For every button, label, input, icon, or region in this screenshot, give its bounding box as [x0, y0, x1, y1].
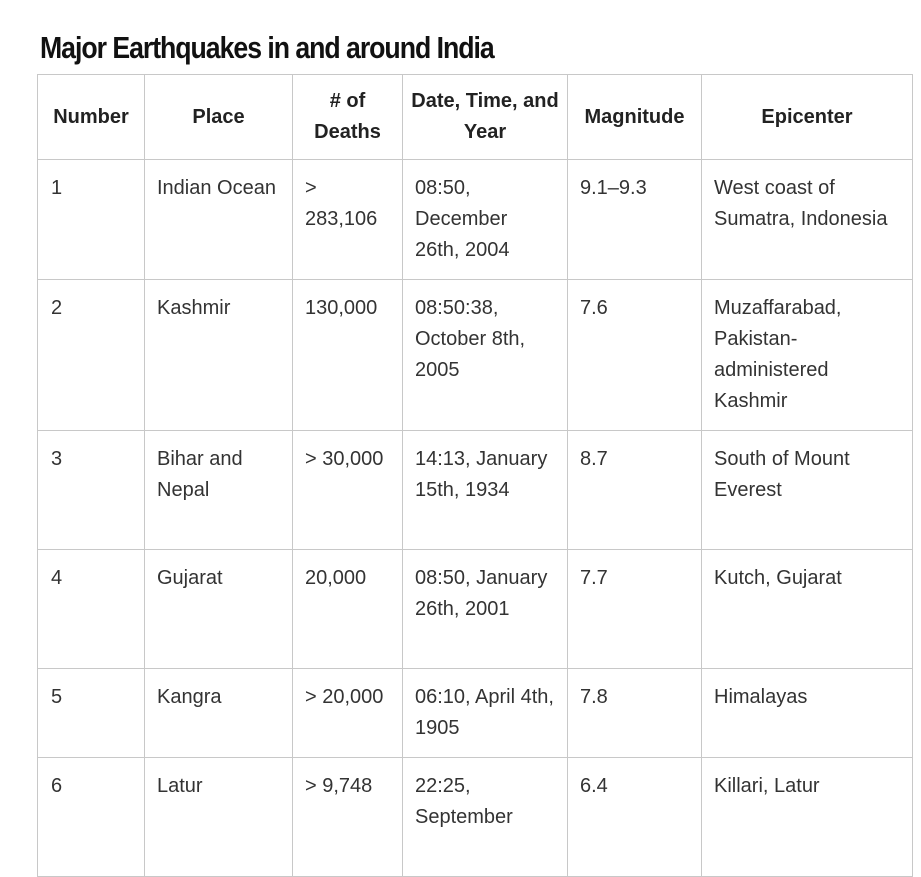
cell-place: Bihar and Nepal [144, 430, 293, 550]
cell-deaths: 130,000 [292, 279, 403, 431]
header-date: Date, Time, and Year [402, 74, 568, 160]
cell-epicenter: Killari, Latur [701, 757, 913, 877]
cell-date: 22:25, September [402, 757, 568, 877]
cell-date: 06:10, April 4th, 1905 [402, 668, 568, 758]
cell-deaths: > 283,106 [292, 159, 403, 280]
cell-magnitude: 7.8 [567, 668, 702, 758]
earthquake-table-container: Number Place # of Deaths Date, Time, and… [37, 74, 913, 877]
table-row: 6 Latur > 9,748 22:25, September 6.4 Kil… [37, 757, 913, 877]
cell-epicenter: Himalayas [701, 668, 913, 758]
cell-epicenter: Muzaffarabad, Pakistan-administered Kash… [701, 279, 913, 431]
cell-magnitude: 6.4 [567, 757, 702, 877]
table-header: Number Place # of Deaths Date, Time, and… [37, 74, 913, 160]
cell-magnitude: 9.1–9.3 [567, 159, 702, 280]
cell-epicenter: West coast of Sumatra, Indonesia [701, 159, 913, 280]
cell-place: Gujarat [144, 549, 293, 669]
cell-place: Kashmir [144, 279, 293, 431]
cell-magnitude: 8.7 [567, 430, 702, 550]
cell-deaths: > 9,748 [292, 757, 403, 877]
table-row: 4 Gujarat 20,000 08:50, January 26th, 20… [37, 549, 913, 669]
cell-magnitude: 7.6 [567, 279, 702, 431]
table-row: 3 Bihar and Nepal > 30,000 14:13, Januar… [37, 430, 913, 550]
cell-deaths: 20,000 [292, 549, 403, 669]
cell-number: 2 [37, 279, 145, 431]
header-place: Place [144, 74, 293, 160]
cell-number: 3 [37, 430, 145, 550]
cell-deaths: > 20,000 [292, 668, 403, 758]
cell-number: 5 [37, 668, 145, 758]
header-number: Number [37, 74, 145, 160]
cell-date: 08:50, December 26th, 2004 [402, 159, 568, 280]
header-deaths: # of Deaths [292, 74, 403, 160]
cell-epicenter: South of Mount Everest [701, 430, 913, 550]
page-title: Major Earthquakes in and around India [40, 30, 495, 65]
cell-number: 1 [37, 159, 145, 280]
cell-number: 6 [37, 757, 145, 877]
table-body: 1 Indian Ocean > 283,106 08:50, December… [37, 159, 913, 877]
cell-deaths: > 30,000 [292, 430, 403, 550]
header-epicenter: Epicenter [701, 74, 913, 160]
earthquake-table: Number Place # of Deaths Date, Time, and… [37, 74, 913, 877]
cell-date: 08:50:38, October 8th, 2005 [402, 279, 568, 431]
table-row: 5 Kangra > 20,000 06:10, April 4th, 1905… [37, 668, 913, 758]
header-magnitude: Magnitude [567, 74, 702, 160]
cell-date: 14:13, January 15th, 1934 [402, 430, 568, 550]
table-row: 1 Indian Ocean > 283,106 08:50, December… [37, 159, 913, 280]
cell-magnitude: 7.7 [567, 549, 702, 669]
cell-place: Kangra [144, 668, 293, 758]
table-row: 2 Kashmir 130,000 08:50:38, October 8th,… [37, 279, 913, 431]
cell-place: Indian Ocean [144, 159, 293, 280]
header-row: Number Place # of Deaths Date, Time, and… [37, 74, 913, 160]
cell-number: 4 [37, 549, 145, 669]
cell-epicenter: Kutch, Gujarat [701, 549, 913, 669]
cell-date: 08:50, January 26th, 2001 [402, 549, 568, 669]
cell-place: Latur [144, 757, 293, 877]
